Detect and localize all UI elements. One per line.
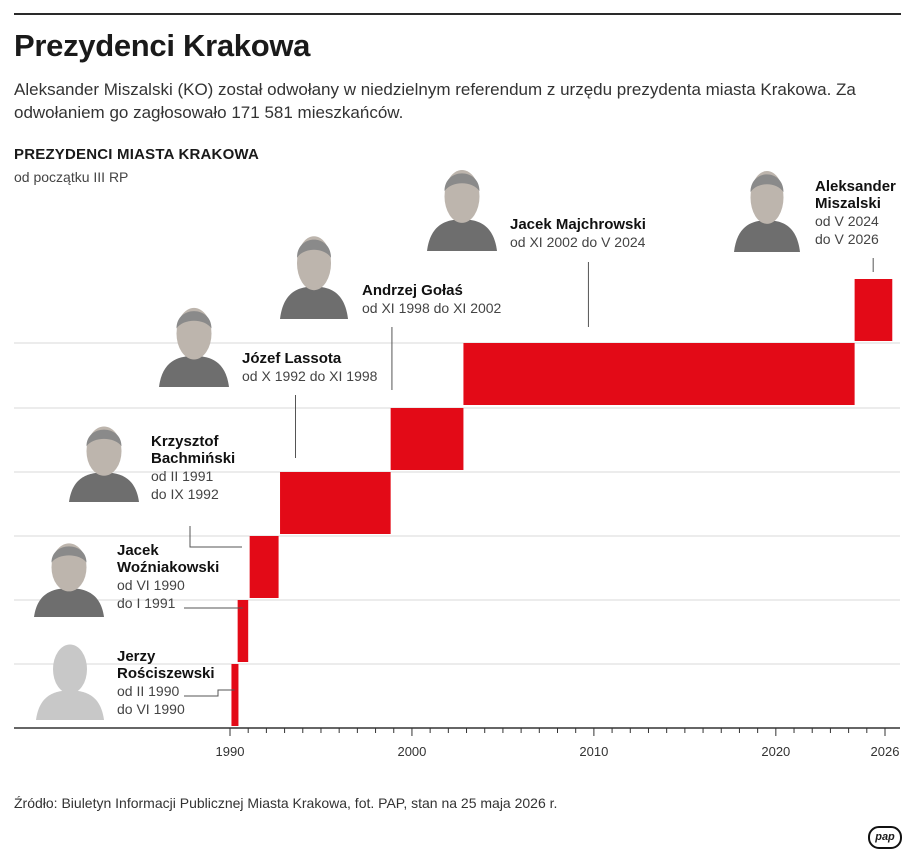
- chart-subtitle: od początku III RP: [14, 169, 129, 185]
- term-label: od VI 1990: [117, 577, 185, 593]
- president-name: Miszalski: [815, 195, 881, 212]
- president-name: Andrzej Gołaś: [362, 282, 463, 299]
- term-label: od XI 1998 do XI 2002: [362, 300, 502, 316]
- president-name: Jerzy: [117, 648, 156, 665]
- portrait-photo: [159, 307, 229, 387]
- bar-7: [854, 279, 893, 341]
- lede: Aleksander Miszalski (KO) został odwołan…: [14, 80, 856, 122]
- chart-title: PREZYDENCI MIASTA KRAKOWA: [14, 146, 259, 163]
- term-label: od X 1992 do XI 1998: [242, 368, 378, 384]
- bar-5: [390, 408, 464, 470]
- president-name: Aleksander: [815, 178, 896, 195]
- term-label: od XI 2002 do V 2024: [510, 234, 646, 250]
- portrait-photo: [734, 171, 800, 252]
- term-label: do I 1991: [117, 595, 176, 611]
- term-label: od II 1991: [151, 468, 213, 484]
- leader-line: [189, 526, 242, 548]
- portrait-photo: [69, 426, 139, 502]
- source-note: Źródło: Biuletyn Informacji Publicznej M…: [14, 795, 558, 811]
- term-label: od II 1990: [117, 683, 179, 699]
- person-silhouette-icon: [36, 644, 104, 720]
- headline: Prezydenci Krakowa: [14, 28, 311, 63]
- x-tick-label: 2010: [579, 744, 608, 759]
- bar-4: [280, 472, 391, 534]
- term-label: od V 2024: [815, 213, 879, 229]
- president-name: Jacek Majchrowski: [510, 216, 646, 233]
- x-tick-label: 2026: [871, 744, 900, 759]
- pap-logo: pap: [868, 826, 902, 849]
- president-name: Rościszewski: [117, 665, 215, 682]
- x-tick-label: 2000: [397, 744, 426, 759]
- president-name: Józef Lassota: [242, 350, 342, 367]
- president-name: Bachmiński: [151, 450, 235, 467]
- bar-1: [231, 664, 239, 726]
- term-label: do V 2026: [815, 231, 879, 247]
- bar-3: [249, 536, 279, 598]
- term-label: do IX 1992: [151, 486, 219, 502]
- term-label: do VI 1990: [117, 701, 185, 717]
- top-rule: [14, 13, 901, 15]
- president-name: Krzysztof: [151, 433, 220, 450]
- president-name: Woźniakowski: [117, 559, 219, 576]
- gantt-chart: 1990 2000 2010 2020 2026JerzyRościszewskiod …: [14, 170, 900, 759]
- bar-2: [237, 600, 249, 662]
- portrait-photo: [34, 543, 104, 617]
- president-name: Jacek: [117, 542, 159, 559]
- portrait-photo: [280, 236, 348, 319]
- bar-6: [463, 343, 855, 405]
- x-tick-label: 1990: [216, 744, 245, 759]
- leader-line: [184, 689, 235, 697]
- x-tick-label: 2020: [761, 744, 790, 759]
- portrait-photo: [427, 170, 497, 251]
